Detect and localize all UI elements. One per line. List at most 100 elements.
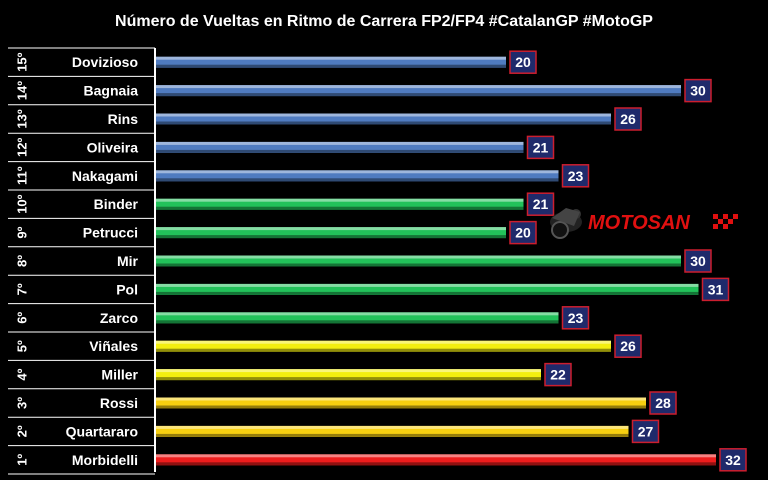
bar-shade: [156, 64, 506, 68]
value-box: [561, 164, 590, 188]
value-label: 31: [708, 281, 724, 297]
bar: [156, 283, 699, 295]
position-label: 14º: [15, 81, 30, 100]
bar-highlight: [156, 255, 681, 259]
value-box: [614, 334, 642, 358]
value-box: [509, 220, 537, 245]
value-box: [614, 107, 642, 131]
bar-shade: [156, 405, 646, 409]
value-label: 22: [550, 367, 566, 383]
bar-shade: [156, 178, 559, 182]
bar-shade: [156, 462, 716, 466]
rider-label: Rins: [108, 111, 139, 127]
value-label: 20: [515, 225, 531, 241]
bar: [156, 340, 611, 352]
bar-highlight: [156, 369, 541, 373]
bar-shade: [156, 235, 506, 239]
value-box: [684, 78, 712, 103]
rider-label: Petrucci: [83, 225, 138, 241]
rider-label: Pol: [116, 281, 138, 297]
bar: [156, 227, 506, 239]
value-label: 32: [725, 452, 741, 468]
rows: 15º Dovizioso 20 14º Bagnaia 30 13º Rins 26 12º Ol…: [8, 47, 747, 475]
bar-highlight: [156, 312, 559, 316]
value-box: [544, 362, 572, 387]
position-label: 1º: [15, 454, 30, 466]
bar: [156, 56, 506, 68]
bar: [156, 312, 559, 324]
bar-highlight: [156, 170, 559, 174]
value-label: 21: [533, 196, 549, 212]
bar-highlight: [156, 397, 646, 401]
bar-shade: [156, 121, 611, 125]
bar: [156, 425, 629, 437]
motorcycle-rider-icon: [550, 208, 582, 239]
bar: [156, 454, 716, 466]
rider-label: Nakagami: [72, 168, 138, 184]
value-label: 21: [533, 139, 549, 155]
bar: [156, 170, 559, 182]
rider-label: Rossi: [100, 395, 138, 411]
value-label: 23: [568, 310, 584, 326]
position-label: 11º: [15, 166, 30, 185]
rider-label: Zarco: [100, 310, 138, 326]
chart-title: Número de Vueltas en Ritmo de Carrera FP…: [115, 13, 653, 30]
rider-label: Oliveira: [87, 139, 139, 155]
position-label: 2º: [15, 425, 30, 437]
position-label: 7º: [15, 283, 30, 295]
position-label: 4º: [15, 368, 30, 380]
value-label: 28: [655, 395, 671, 411]
position-label: 10º: [15, 194, 30, 213]
bar-highlight: [156, 56, 506, 60]
rider-label: Miller: [101, 367, 138, 383]
bar-shade: [156, 93, 681, 97]
rider-label: Viñales: [89, 338, 138, 354]
value-label: 26: [620, 338, 636, 354]
bar: [156, 255, 681, 267]
rider-label: Mir: [117, 253, 139, 269]
bar: [156, 198, 524, 210]
rider-label: Quartararo: [66, 423, 138, 439]
value-label: 30: [690, 83, 706, 99]
value-label: 27: [638, 423, 654, 439]
position-label: 12º: [15, 138, 30, 157]
rider-label: Morbidelli: [72, 452, 138, 468]
bar-shade: [156, 263, 681, 267]
bar-shade: [156, 377, 541, 381]
bar-highlight: [156, 454, 716, 458]
position-label: 8º: [15, 255, 30, 267]
bar-highlight: [156, 198, 524, 202]
logo-text: MOTOSAN: [588, 212, 690, 234]
bar-shade: [156, 320, 559, 324]
value-box: [684, 249, 712, 273]
value-box: [701, 277, 730, 302]
bar: [156, 141, 524, 153]
position-label: 3º: [15, 397, 30, 409]
bar: [156, 397, 646, 409]
value-box: [649, 391, 677, 415]
value-label: 20: [515, 54, 531, 70]
bar-highlight: [156, 85, 681, 89]
value-box: [719, 448, 747, 472]
bar: [156, 85, 681, 97]
bar-highlight: [156, 113, 611, 117]
motosan-logo: MOTOSAN: [550, 208, 738, 239]
bar-shade: [156, 348, 611, 352]
checkered-flag-icon: [713, 214, 738, 229]
bar: [156, 113, 611, 125]
bar-highlight: [156, 340, 611, 344]
bar-shade: [156, 433, 629, 437]
bar-highlight: [156, 141, 524, 145]
bar-highlight: [156, 227, 506, 231]
position-label: 6º: [15, 312, 30, 324]
rider-label: Bagnaia: [84, 83, 139, 99]
rider-label: Binder: [94, 196, 139, 212]
bar: [156, 369, 541, 381]
position-label: 9º: [15, 226, 30, 238]
bar-shade: [156, 206, 524, 210]
bar-highlight: [156, 425, 629, 429]
value-label: 30: [690, 253, 706, 269]
value-box: [526, 135, 555, 160]
value-label: 23: [568, 168, 584, 184]
bar-shade: [156, 149, 524, 153]
